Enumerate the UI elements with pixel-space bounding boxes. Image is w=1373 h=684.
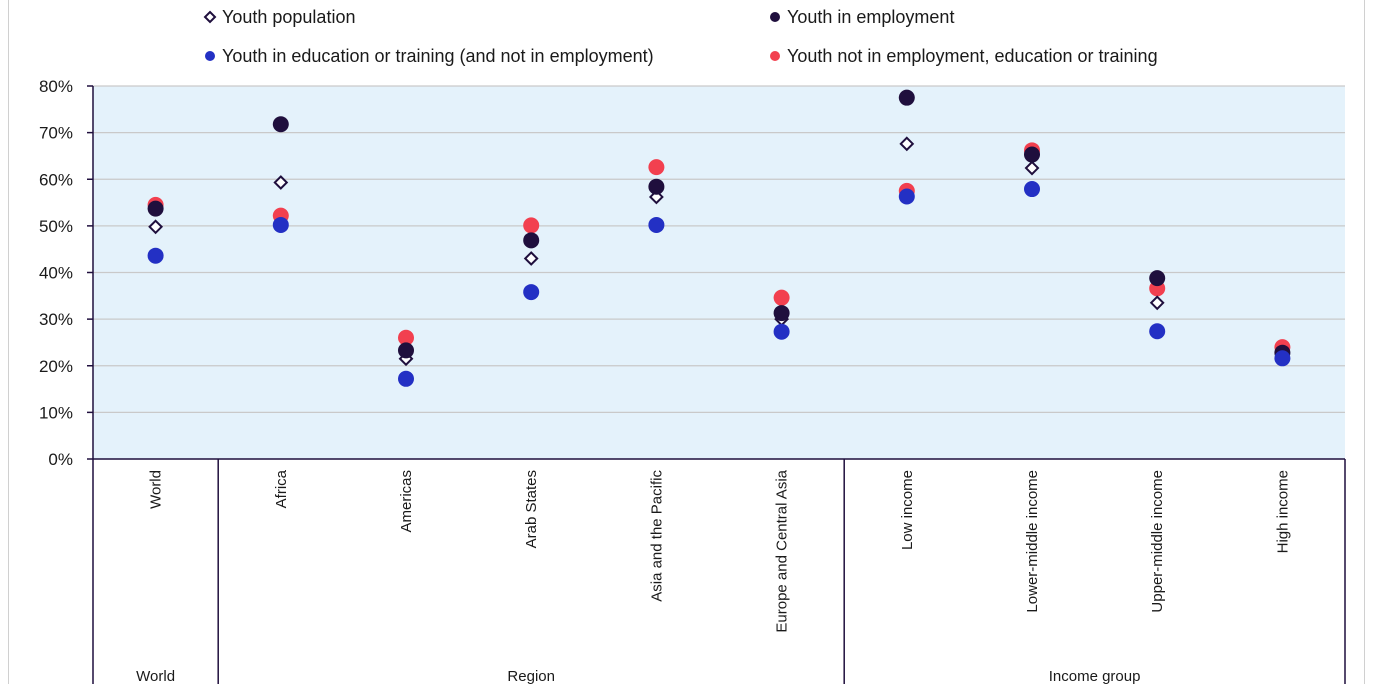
- y-tick-label: 80%: [39, 77, 73, 96]
- point-youth-in-education-or-training-and-not-in-employment-arab-states: [523, 284, 540, 301]
- legend-label-youth-in-education-or-training-and-not-in-employment: Youth in education or training (and not …: [222, 46, 654, 66]
- category-label-lower-middle-income: Lower-middle income: [1024, 470, 1041, 613]
- point-youth-in-employment-low-income: [898, 89, 915, 106]
- point-youth-in-education-or-training-and-not-in-employment-europe-and-central-asia: [773, 323, 790, 340]
- category-label-low-income: Low income: [899, 470, 916, 550]
- point-youth-population-lower-middle-income: [1024, 160, 1040, 176]
- category-label-africa: Africa: [273, 469, 290, 508]
- legend: Youth population Youth in employment Youth…: [203, 7, 1158, 66]
- point-youth-population-low-income: [899, 136, 915, 152]
- point-youth-in-education-or-training-and-not-in-employment-world: [147, 247, 164, 264]
- category-label-high-income: High income: [1274, 470, 1291, 553]
- point-youth-in-education-or-training-and-not-in-employment-americas: [398, 370, 414, 387]
- point-youth-population-arab-states: [523, 251, 539, 266]
- point-youth-not-in-employment-education-or-training-europe-and-central-asia: [773, 289, 790, 306]
- point-youth-in-education-or-training-and-not-in-employment-africa: [272, 216, 289, 233]
- legend-label-youth-population: Youth population: [222, 7, 355, 27]
- point-youth-in-education-or-training-and-not-in-employment-upper-middle-income: [1149, 323, 1166, 340]
- group-label-world: World: [136, 668, 175, 684]
- category-label-upper-middle-income: Upper-middle income: [1149, 470, 1166, 613]
- legend-label-youth-in-employment: Youth in employment: [787, 7, 954, 27]
- point-youth-in-education-or-training-and-not-in-employment-high-income: [1274, 350, 1291, 367]
- point-youth-population-world: [148, 219, 164, 235]
- category-label-arab-states: Arab States: [523, 470, 540, 548]
- point-youth-population-upper-middle-income: [1149, 295, 1165, 311]
- gridlines: [93, 85, 1345, 413]
- point-youth-population-asia-and-the-pacific: [648, 189, 664, 205]
- group-label-income-group: Income group: [1049, 668, 1141, 684]
- legend-label-youth-not-in-employment-education-or-training: Youth not in employment, education or tr…: [787, 46, 1158, 66]
- point-youth-in-employment-americas: [398, 342, 414, 359]
- x-axis: World Region Income group World Africa Americ…: [92, 458, 1346, 684]
- legend-marker-youth-in-employment: [770, 12, 780, 22]
- point-youth-not-in-employment-education-or-training-americas: [398, 329, 414, 346]
- y-tick-label: 70%: [39, 124, 73, 143]
- y-tick-label: 50%: [39, 217, 73, 236]
- point-youth-in-employment-lower-middle-income: [1024, 146, 1040, 163]
- chart-frame: [8, 0, 1365, 684]
- point-youth-in-education-or-training-and-not-in-employment-lower-middle-income: [1024, 181, 1040, 198]
- legend-marker-youth-not-in-employment-education-or-training: [770, 51, 780, 61]
- point-youth-population-africa: [273, 175, 289, 190]
- point-youth-in-employment-africa: [272, 116, 289, 133]
- legend-marker-youth-population: [203, 10, 217, 24]
- category-label-asia-and-the-pacific: Asia and the Pacific: [648, 470, 665, 602]
- category-label-americas: Americas: [398, 470, 415, 533]
- category-label-europe-and-central-asia: Europe and Central Asia: [774, 469, 791, 632]
- y-tick-label: 10%: [39, 403, 73, 422]
- legend-marker-youth-in-education-or-training-and-not-in-employment: [205, 51, 215, 61]
- y-tick-label: 0%: [48, 450, 73, 469]
- y-tick-label: 60%: [39, 170, 73, 189]
- point-youth-in-employment-upper-middle-income: [1149, 270, 1166, 287]
- category-label-world: World: [148, 470, 165, 509]
- group-label-region: Region: [507, 668, 555, 684]
- point-youth-in-education-or-training-and-not-in-employment-asia-and-the-pacific: [648, 216, 665, 233]
- point-youth-not-in-employment-education-or-training-arab-states: [523, 217, 540, 234]
- y-tick-label: 30%: [39, 310, 73, 329]
- point-youth-in-employment-asia-and-the-pacific: [648, 178, 665, 195]
- y-axis: 0% 10% 20% 30% 40% 50% 60% 70% 80%: [39, 77, 94, 469]
- y-tick-label: 40%: [39, 264, 73, 283]
- point-youth-in-employment-arab-states: [523, 232, 540, 249]
- point-youth-in-employment-world: [147, 200, 164, 217]
- point-youth-in-employment-europe-and-central-asia: [773, 305, 790, 322]
- point-youth-not-in-employment-education-or-training-asia-and-the-pacific: [648, 159, 665, 176]
- point-youth-in-education-or-training-and-not-in-employment-low-income: [898, 188, 915, 205]
- data-points: [147, 89, 1291, 387]
- y-tick-label: 20%: [39, 357, 73, 376]
